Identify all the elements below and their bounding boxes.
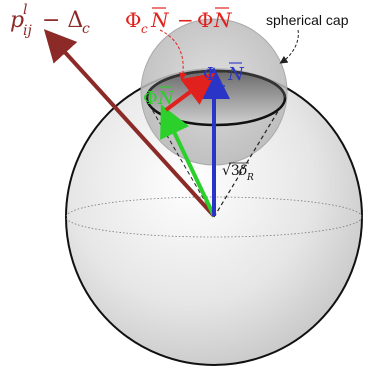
diff-phi2: Φ bbox=[197, 8, 213, 32]
cap-pointer bbox=[279, 29, 299, 64]
diff-n1: N bbox=[150, 8, 170, 32]
diff-n2: N bbox=[213, 8, 233, 32]
p-sup: l bbox=[23, 2, 27, 18]
phin-phi: Φ bbox=[143, 88, 158, 109]
radius-delta: δ bbox=[239, 163, 247, 179]
diff-phi1: Φ bbox=[125, 8, 141, 32]
phi-n-label: Φ N bbox=[143, 86, 175, 109]
p-vector-arrow bbox=[43, 29, 216, 218]
radius-sub: R bbox=[246, 173, 254, 183]
difference-pointer bbox=[159, 29, 187, 81]
radius-root: √3 bbox=[222, 163, 240, 179]
p-base: p bbox=[10, 8, 24, 33]
phin-n: N bbox=[157, 88, 175, 109]
phi-n-arrow bbox=[160, 104, 216, 217]
p-vector-label: p l ij − Δ c bbox=[10, 2, 90, 39]
p-rest: − Δ bbox=[42, 8, 83, 33]
radius-label: √3 δ R bbox=[222, 162, 254, 183]
phicn-n: N bbox=[227, 64, 245, 85]
phi-c-n-label: Φ c N bbox=[203, 62, 245, 94]
phicn-phi: Φ bbox=[203, 64, 218, 85]
diff-sub1: c bbox=[141, 22, 148, 36]
p-sub: ij bbox=[23, 23, 32, 39]
difference-arrow bbox=[164, 72, 216, 112]
phicn-sub: c bbox=[219, 81, 225, 94]
spherical-cap-label: spherical cap bbox=[266, 12, 349, 28]
diff-minus: − bbox=[177, 8, 194, 32]
difference-label: Φ c N − Φ N bbox=[125, 7, 233, 36]
cone-line-right bbox=[213, 107, 281, 218]
p-rest-sub: c bbox=[82, 21, 90, 37]
